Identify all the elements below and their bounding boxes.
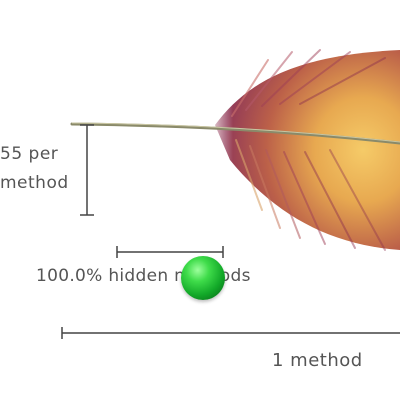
feather-icon (72, 50, 400, 250)
scale-label: 1 method (272, 350, 363, 371)
green-sphere-icon[interactable] (181, 256, 225, 300)
scale-bar (62, 327, 400, 339)
per-method-label-line1: 55 per (0, 144, 58, 164)
per-method-label-line2: method (0, 173, 69, 193)
vertical-measure-bar (80, 125, 94, 215)
